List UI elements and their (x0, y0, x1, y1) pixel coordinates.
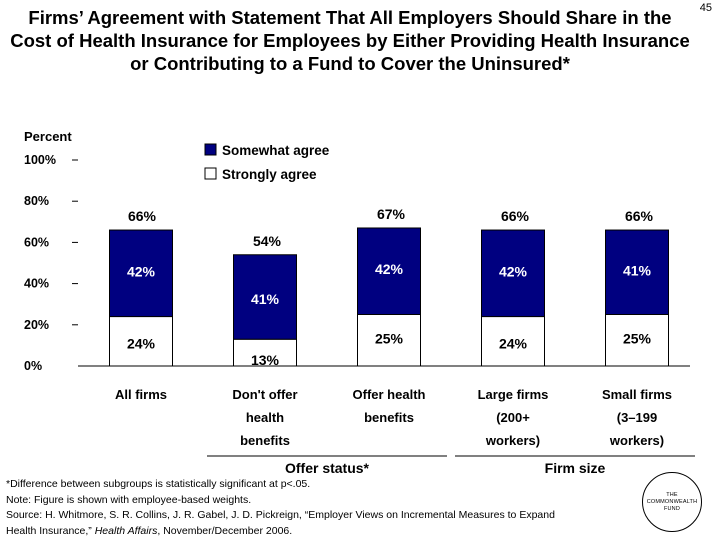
label-strongly-agree: 24% (127, 336, 156, 352)
label-total: 66% (625, 208, 654, 224)
y-tick-label: 60% (24, 235, 49, 249)
x-tick-label: (3–199 (617, 410, 657, 425)
stacked-bar-chart: Percent 0% 20% 40% 60% 80% 100% 24% 42% 66% 13% 41… (24, 129, 695, 475)
footnote-note: Note: Figure is shown with employee-base… (6, 493, 252, 506)
x-tick-label: Don't offer (232, 387, 297, 402)
category-groups: Offer status* Firm size (207, 455, 695, 475)
bar-somewhat-agree (605, 229, 669, 315)
label-somewhat-agree: 42% (127, 263, 156, 279)
logo-line-2: COMMONWEALTH (646, 498, 698, 505)
bar-somewhat-agree (481, 229, 545, 318)
bar-strongly-agree (357, 314, 421, 367)
label-strongly-agree: 25% (623, 331, 652, 347)
logo-line-1: THE (666, 491, 678, 498)
legend-label: Strongly agree (222, 167, 317, 182)
x-tick-label: benefits (364, 410, 414, 425)
x-tick-label: (200+ (496, 410, 530, 425)
slide-number: 45 (699, 2, 712, 14)
source-part-b: , November/December 2006. (157, 524, 293, 537)
label-total: 66% (128, 208, 157, 224)
bar-somewhat-agree (357, 227, 421, 315)
source-journal: Health Affairs (94, 524, 158, 537)
x-tick-label: Offer health (353, 387, 426, 402)
label-strongly-agree: 25% (375, 331, 404, 347)
x-tick-label: Small firms (602, 387, 672, 402)
x-tick-label: health (246, 410, 284, 425)
bars: 24% 42% 66% 13% 41% 54% 25% 42% 67% 24% 42% 66% 25% 4… (78, 206, 690, 368)
group-label: Offer status* (285, 460, 370, 475)
y-axis-label: Percent (24, 129, 72, 144)
legend-swatch (204, 167, 217, 180)
bar-somewhat-agree (109, 229, 173, 318)
label-somewhat-agree: 42% (499, 263, 528, 279)
y-tick-label: 100% (24, 153, 56, 167)
footnote-source-2: Health Insurance,” Health Affairs, Novem… (6, 524, 646, 540)
label-somewhat-agree: 41% (251, 291, 280, 307)
bar-strongly-agree (109, 316, 173, 367)
label-total: 54% (253, 233, 282, 249)
x-tick-label: benefits (240, 433, 290, 448)
source-part-a: Health Insurance,” (6, 524, 95, 537)
x-tick-label: All firms (115, 387, 167, 402)
footnotes: *Difference between subgroups is statist… (6, 477, 646, 539)
y-tick-label: 20% (24, 318, 49, 332)
commonwealth-fund-logo: THE COMMONWEALTH FUND (642, 472, 702, 532)
footnote-significance: *Difference between subgroups is statist… (6, 478, 311, 490)
y-tick-label: 80% (24, 194, 49, 208)
y-tick-label: 40% (24, 277, 49, 291)
label-somewhat-agree: 42% (375, 261, 404, 277)
legend: Somewhat agree Strongly agree (204, 143, 330, 182)
x-tick-label: Large firms (478, 387, 549, 402)
footnote-source-1: Source: H. Whitmore, S. R. Collins, J. R… (6, 509, 555, 521)
y-axis: Percent 0% 20% 40% 60% 80% 100% (24, 129, 78, 373)
label-strongly-agree: 24% (499, 336, 528, 352)
label-total: 67% (377, 206, 406, 222)
group-label: Firm size (545, 460, 606, 475)
logo-line-3: FUND (663, 505, 681, 512)
label-somewhat-agree: 41% (623, 262, 652, 278)
legend-label: Somewhat agree (222, 143, 330, 158)
x-tick-label: workers) (609, 433, 664, 448)
label-strongly-agree: 13% (251, 352, 280, 368)
legend-swatch (204, 143, 217, 156)
x-tick-label: workers) (485, 433, 540, 448)
bar-somewhat-agree (233, 254, 297, 340)
label-total: 66% (501, 208, 530, 224)
y-tick-label: 0% (24, 359, 42, 373)
bar-strongly-agree (481, 316, 545, 367)
x-axis-labels: All firms Don't offer health benefits Offer … (115, 387, 672, 448)
chart-title: Firms’ Agreement with Statement That All… (10, 7, 690, 74)
